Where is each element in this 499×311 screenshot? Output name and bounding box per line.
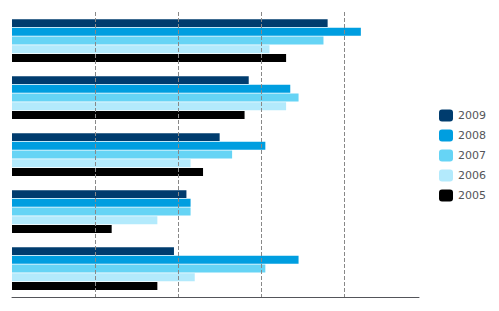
svg-text:2009: 2009: [458, 109, 486, 122]
svg-text:2008: 2008: [458, 129, 486, 142]
svg-text:2005: 2005: [458, 189, 486, 202]
svg-text:2007: 2007: [458, 149, 486, 162]
svg-text:2006: 2006: [458, 169, 486, 182]
